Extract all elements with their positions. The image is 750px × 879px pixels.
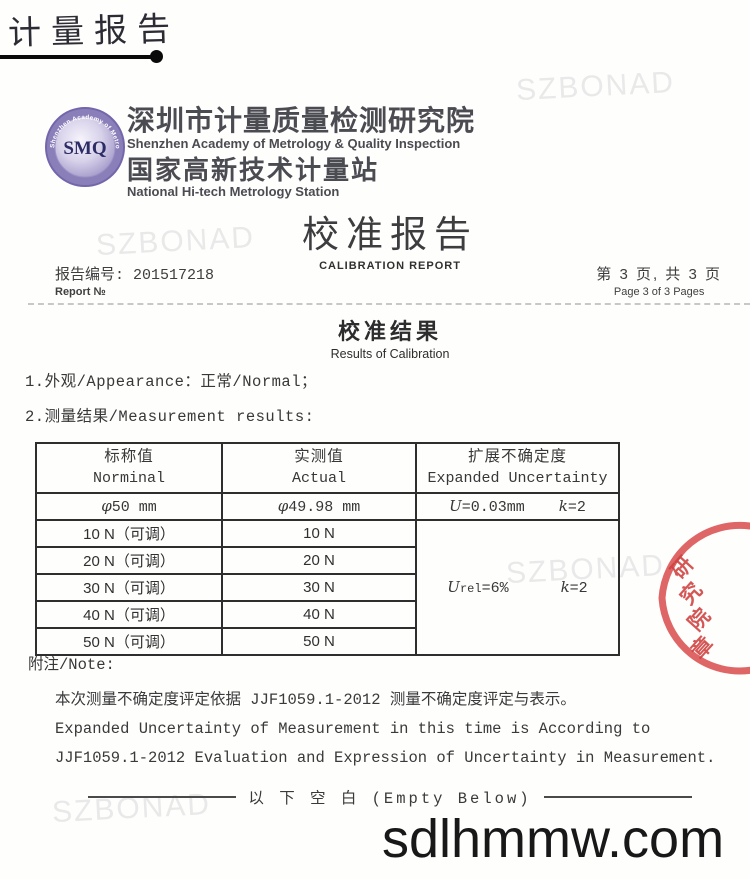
page-indicator-cn: 第 3 页, 共 3 页 [596,266,722,283]
page-indicator: 第 3 页, 共 3 页 Page 3 of 3 Pages [596,263,722,298]
cell-actual-force: 40 N [221,600,417,629]
empty-below-text: 以 下 空 白 (Empty Below) [248,790,532,808]
report-title-cn: 校准报告 [302,214,478,255]
svg-text:SMQ: SMQ [63,138,106,159]
cell-uncertainty-diameter: U=0.03mm k=2 [415,492,620,521]
cell-norminal-force: 40 N（可调） [35,600,223,629]
header-uncertainty: 扩展不确定度 Expanded Uncertainty [415,442,620,494]
page-indicator-en: Page 3 of 3 Pages [613,286,705,298]
divider-dashed [28,303,750,305]
empty-below-line: 以 下 空 白 (Empty Below) [0,786,750,808]
note-line: JJF1059.1-2012 Evaluation and Expression… [55,749,716,767]
cell-uncertainty-merged: Urel=6% k=2 [415,519,620,656]
appearance-line: 1.外观/Appearance：正常/Normal； [25,373,318,391]
section-heading-en: Results of Calibration [330,347,450,361]
note-label: 附注/Note: [28,656,115,674]
section-heading: 校准结果 Results of Calibration [0,314,750,361]
smq-logo-icon: Shenzhen Academy of Metrology & Quality … [41,101,125,187]
note-line: Expanded Uncertainty of Measurement in t… [55,720,651,738]
red-seal-arc-icon [658,521,750,675]
footer-watermark: sdlhmmw.com [382,809,725,869]
note-body: 本次测量不确定度评定依据 JJF1059.1-2012 测量不确定度评定与表示。… [55,686,715,773]
measurement-line: 2.测量结果/Measurement results: [25,408,315,426]
report-number-label-en: Report № [55,286,106,298]
station-name-cn: 国家高新技术计量站 [127,155,380,186]
cell-actual-force: 20 N [221,546,417,575]
org-header: 深圳市计量质量检测研究院 Shenzhen Academy of Metrolo… [127,106,475,199]
header-actual: 实测值 Actual [221,442,417,494]
empty-below-dash-left [88,796,237,798]
report-title-en: CALIBRATION REPORT [319,260,461,272]
report-number: 报告编号: 201517218 Report № [55,263,214,298]
smq-logo: Shenzhen Academy of Metrology & Quality … [41,101,126,188]
table-row: 10 N（可调） 10 N Urel=6% k=2 [35,519,620,656]
watermark-text: SZBONAD [515,65,676,108]
header-norminal: 标称值 Norminal [35,442,223,494]
cell-norminal-force: 50 N（可调） [35,627,223,656]
cell-norminal-force: 20 N（可调） [35,546,223,575]
note-line: 本次测量不确定度评定依据 JJF1059.1-2012 测量不确定度评定与表示。 [55,691,576,709]
handwritten-underline-dot [150,50,163,63]
org-name-cn: 深圳市计量质量检测研究院 [127,105,476,136]
cell-actual-diameter: φ49.98 mm [221,492,417,521]
cell-actual-force: 50 N [221,627,417,656]
results-table: 标称值 Norminal 实测值 Actual 扩展不确定度 Expanded … [35,442,620,656]
empty-below-dash-right [543,796,692,798]
red-seal-stamp: 研 究 院 章 [653,520,750,680]
table-row: 30 N（可调） 30 N [35,573,619,602]
org-name-en: Shenzhen Academy of Metrology & Quality … [127,136,461,152]
station-name-en: National Hi-tech Metrology Station [127,184,340,200]
table-header-row: 标称值 Norminal 实测值 Actual 扩展不确定度 Expanded … [35,442,620,494]
handwritten-underline [0,55,156,59]
table-row: φ50 mm φ49.98 mm U=0.03mm k=2 [35,492,620,521]
cell-norminal-diameter: φ50 mm [35,492,223,521]
section-heading-cn: 校准结果 [337,319,442,344]
cell-norminal-force: 10 N（可调） [35,519,223,548]
table-row: 40 N（可调） 40 N [35,600,619,629]
table-row: 50 N（可调） 50 N [35,627,619,656]
handwritten-annotation: 计量报告 [7,9,181,52]
report-title: 校准报告 CALIBRATION REPORT [0,204,750,272]
table-row: 20 N（可调） 20 N [35,546,619,575]
cell-actual-force: 10 N [221,519,417,548]
cell-actual-force: 30 N [221,573,417,602]
cell-norminal-force: 30 N（可调） [35,573,223,602]
report-number-value: 报告编号: 201517218 [55,267,215,284]
